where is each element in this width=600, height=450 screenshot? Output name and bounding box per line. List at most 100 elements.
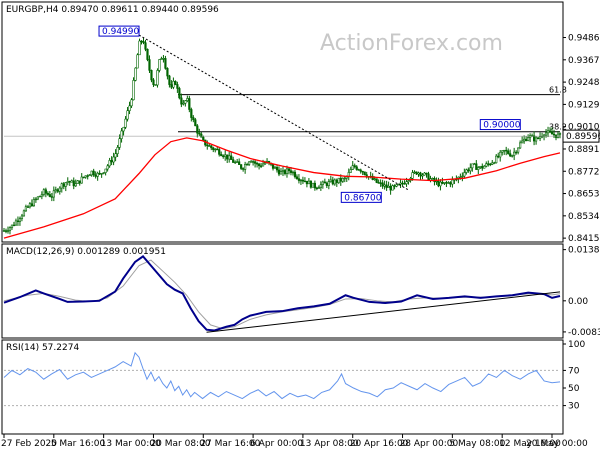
candle-body: [343, 177, 346, 180]
candle-body: [371, 175, 374, 180]
candle-body: [250, 161, 253, 163]
candle-body: [36, 196, 39, 200]
candle-body: [507, 150, 510, 154]
candle-body: [228, 155, 231, 160]
candle-body: [128, 105, 131, 112]
candle-body: [194, 119, 197, 127]
candle-body: [279, 171, 283, 175]
candle-body: [174, 80, 177, 85]
candle-body: [534, 137, 538, 142]
candle-body: [120, 130, 123, 139]
price-callout-label: 0.90000: [483, 121, 520, 131]
x-tick-label: 13 Apr 08:00: [300, 439, 359, 449]
candle-body: [261, 163, 265, 167]
candle-body: [447, 182, 450, 184]
candle-body: [497, 155, 500, 158]
candle-body: [513, 151, 516, 156]
candle-body: [479, 166, 482, 168]
candle-body: [50, 196, 53, 198]
candle-body: [449, 182, 452, 185]
rsi-axis: 100 70 50 30: [563, 340, 585, 412]
candle-body: [399, 182, 402, 185]
candle-body: [102, 172, 105, 174]
macd-panel-frame: [1, 243, 564, 339]
candle-body: [60, 183, 63, 189]
candle-body: [451, 179, 454, 185]
candle-body: [493, 162, 496, 164]
candle-body: [158, 59, 161, 71]
candle-body: [12, 224, 16, 227]
candle-body: [78, 180, 81, 184]
candle-body: [52, 190, 55, 198]
candle-body: [435, 180, 438, 183]
candle-body: [80, 176, 83, 184]
candle-body: [164, 58, 167, 69]
candle-body: [40, 194, 43, 197]
x-tick-label: 5 Mar 16:00: [51, 439, 106, 449]
candle-body: [196, 125, 199, 134]
macd-signal-line: [3, 259, 561, 330]
candle-body: [467, 169, 470, 172]
macd-tick-label: -0.008397: [568, 328, 600, 338]
candle-body: [220, 154, 223, 157]
candle-body: [62, 183, 65, 187]
candle-body: [521, 140, 524, 144]
moving-average: [3, 137, 561, 239]
price-callout-label: 0.94990: [102, 27, 139, 37]
candle-body: [321, 181, 324, 185]
candle-body: [461, 175, 464, 178]
candle-body: [285, 168, 289, 174]
candle-body: [381, 182, 384, 187]
macd-series: [3, 255, 561, 333]
candle-body: [182, 102, 185, 105]
candle-body: [104, 168, 107, 173]
candle-body: [214, 148, 217, 151]
candle-body: [532, 135, 536, 142]
candle-body: [252, 161, 255, 163]
candle-body: [477, 167, 480, 170]
candle-body: [483, 165, 486, 169]
fib-levels: 61.8 38.2: [178, 86, 567, 133]
candle-body: [307, 180, 311, 185]
candle-body: [544, 132, 548, 136]
candle-body: [383, 184, 386, 187]
candle-body: [305, 180, 309, 185]
candle-body: [172, 80, 175, 88]
candle-body: [395, 184, 398, 187]
candle-body: [22, 210, 26, 217]
candle-body: [445, 182, 448, 184]
candle-body: [54, 189, 57, 192]
candle-body: [487, 163, 490, 165]
candle-body: [357, 169, 360, 171]
ma-line: [3, 137, 561, 239]
candle-body: [188, 98, 191, 110]
candle-body: [556, 133, 560, 138]
candle-body: [337, 177, 340, 183]
candle-body: [58, 187, 61, 192]
candle-body: [202, 136, 205, 141]
macd-tick-label: 0.013821: [568, 246, 600, 256]
candle-body: [431, 178, 434, 180]
candle-body: [341, 178, 344, 182]
candle-body: [439, 181, 442, 187]
candle-body: [421, 174, 424, 177]
candle-body: [313, 182, 316, 189]
candle-body: [180, 97, 183, 105]
candle-body: [170, 84, 173, 88]
candle-body: [132, 80, 135, 101]
candle-body: [140, 40, 143, 43]
candles: [2, 37, 562, 235]
candle-body: [70, 180, 73, 183]
candle-body: [32, 199, 35, 207]
candle-body: [88, 174, 91, 177]
candle-body: [505, 149, 508, 152]
candle-body: [184, 100, 187, 104]
candle-body: [244, 164, 247, 170]
candle-body: [363, 171, 366, 175]
